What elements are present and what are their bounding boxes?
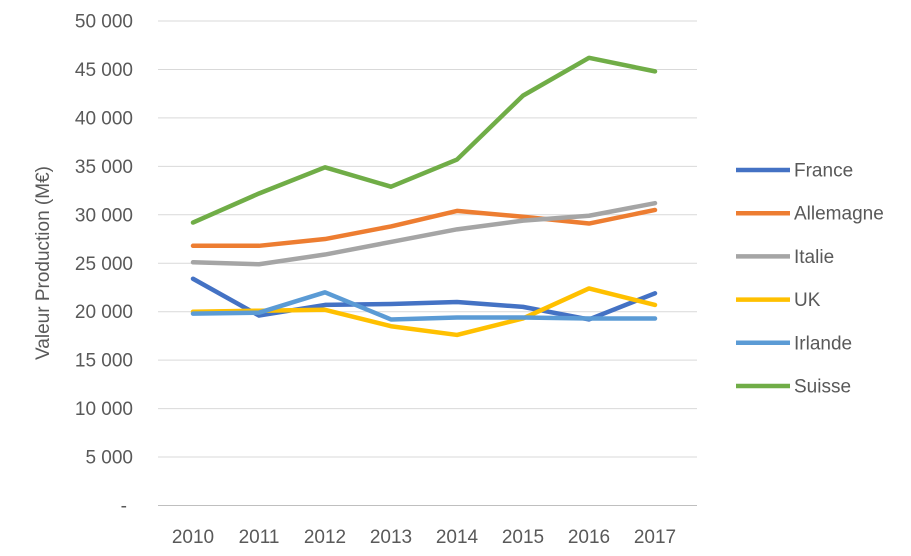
legend-label-uk: UK (794, 290, 821, 311)
legend-label-suisse: Suisse (794, 377, 851, 398)
x-tick-label: 2013 (370, 527, 412, 548)
legend-label-irlande: Irlande (794, 333, 852, 354)
y-tick-label: 50 000 (75, 12, 133, 33)
series-lines (190, 55, 658, 338)
y-tick-label: 20 000 (75, 302, 133, 323)
y-axis-labels: - 5 000 10 000 15 000 20 000 25 000 30 000 35 0… (75, 12, 133, 518)
x-tick-label: 2010 (172, 527, 214, 548)
y-tick-label: 30 000 (75, 205, 133, 226)
x-tick-label: 2011 (239, 527, 280, 548)
series-line-suisse (190, 55, 658, 225)
x-tick-label: 2014 (436, 527, 479, 548)
x-axis-labels: 2010 2011 2012 2013 2014 2015 2016 2017 (172, 527, 676, 548)
y-tick-label: 5 000 (85, 448, 133, 469)
legend-label-allemagne: Allemagne (794, 204, 884, 225)
x-tick-label: 2012 (304, 527, 346, 548)
y-tick-label: 35 000 (75, 157, 133, 178)
series-line-allemagne (190, 207, 658, 249)
x-tick-label: 2017 (634, 527, 676, 548)
series-line-italie (190, 200, 658, 267)
y-tick-label: 15 000 (75, 351, 133, 372)
legend-label-france: France (794, 161, 853, 182)
y-tick-label: 40 000 (75, 108, 133, 129)
y-tick-label: 25 000 (75, 254, 133, 275)
y-tick-label: 45 000 (75, 60, 133, 81)
x-tick-label: 2015 (502, 527, 544, 548)
y-tick-label: - (121, 496, 127, 517)
series-line-irlande (190, 290, 658, 322)
y-axis-title: Valeur Production (M€) (33, 166, 54, 360)
legend-label-italie: Italie (794, 247, 834, 268)
legend: France Allemagne Italie UK Irlande Suisse (736, 161, 884, 398)
x-tick-label: 2016 (568, 527, 610, 548)
y-tick-label: 10 000 (75, 399, 133, 420)
